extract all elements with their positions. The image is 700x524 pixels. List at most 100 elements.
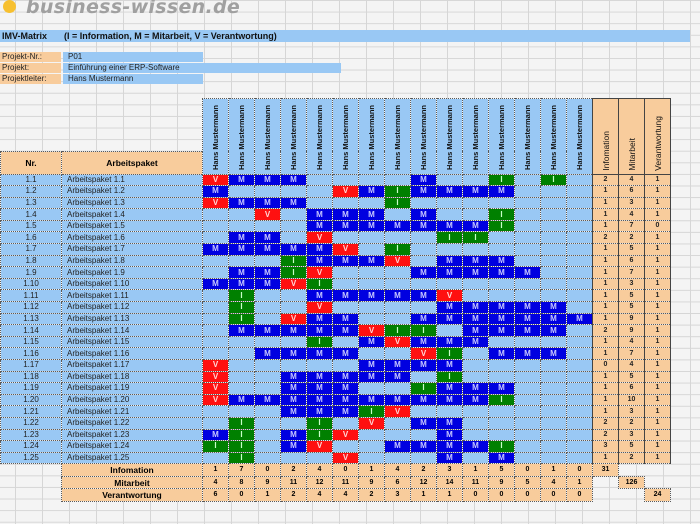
role-cell-empty[interactable] xyxy=(228,359,255,372)
role-cell-empty[interactable] xyxy=(410,405,437,418)
work-package-name[interactable]: Arbeitspaket 1.24 xyxy=(61,440,203,453)
role-cell-empty[interactable] xyxy=(332,416,359,430)
role-cell-empty[interactable] xyxy=(462,173,489,187)
role-cell-empty[interactable] xyxy=(436,208,463,221)
role-cell-empty[interactable] xyxy=(462,370,489,384)
role-cell-empty[interactable] xyxy=(410,451,437,465)
role-cell-empty[interactable] xyxy=(566,382,593,395)
role-cell-empty[interactable] xyxy=(436,277,463,291)
role-cell-empty[interactable] xyxy=(202,405,229,418)
role-cell-m[interactable]: M xyxy=(358,208,385,221)
role-cell-empty[interactable] xyxy=(332,301,359,314)
role-cell-empty[interactable] xyxy=(410,277,437,291)
role-cell-empty[interactable] xyxy=(384,347,411,360)
role-cell-empty[interactable] xyxy=(514,254,541,268)
role-cell-empty[interactable] xyxy=(254,451,281,465)
role-cell-v[interactable]: V xyxy=(254,208,281,221)
role-cell-empty[interactable] xyxy=(254,335,281,349)
role-cell-empty[interactable] xyxy=(566,243,593,256)
role-cell-m[interactable]: M xyxy=(436,428,463,442)
role-cell-m[interactable]: M xyxy=(436,416,463,430)
role-cell-i[interactable]: I xyxy=(228,451,255,465)
role-cell-empty[interactable] xyxy=(254,289,281,303)
role-cell-v[interactable]: V xyxy=(306,301,333,314)
role-cell-m[interactable]: M xyxy=(254,173,281,187)
role-cell-empty[interactable] xyxy=(228,405,255,418)
role-cell-empty[interactable] xyxy=(384,312,411,326)
role-cell-empty[interactable] xyxy=(228,208,255,221)
role-cell-m[interactable]: M xyxy=(462,219,489,233)
role-cell-m[interactable]: M xyxy=(436,312,463,326)
meta-value-field[interactable]: Einführung einer ERP-Software xyxy=(63,63,341,73)
role-cell-empty[interactable] xyxy=(280,451,307,465)
role-cell-empty[interactable] xyxy=(384,277,411,291)
role-cell-m[interactable]: M xyxy=(306,243,333,256)
role-cell-m[interactable]: M xyxy=(384,393,411,407)
role-cell-empty[interactable] xyxy=(488,289,515,303)
role-cell-m[interactable]: M xyxy=(462,312,489,326)
role-cell-empty[interactable] xyxy=(566,185,593,198)
role-cell-empty[interactable] xyxy=(462,277,489,291)
role-cell-empty[interactable] xyxy=(410,301,437,314)
role-cell-empty[interactable] xyxy=(436,405,463,418)
role-cell-empty[interactable] xyxy=(202,335,229,349)
person-header[interactable]: Hans Mustermann xyxy=(384,98,411,175)
role-cell-empty[interactable] xyxy=(306,451,333,465)
role-cell-m[interactable]: M xyxy=(306,393,333,407)
role-cell-m[interactable]: M xyxy=(202,277,229,291)
role-cell-empty[interactable] xyxy=(280,301,307,314)
role-cell-empty[interactable] xyxy=(280,289,307,303)
work-package-name[interactable]: Arbeitspaket 1.18 xyxy=(61,370,203,384)
role-cell-m[interactable]: M xyxy=(254,196,281,210)
role-cell-m[interactable]: M xyxy=(254,277,281,291)
role-cell-m[interactable]: M xyxy=(306,219,333,233)
role-cell-empty[interactable] xyxy=(540,440,567,453)
role-cell-v[interactable]: V xyxy=(280,312,307,326)
role-cell-m[interactable]: M xyxy=(462,324,489,337)
role-cell-empty[interactable] xyxy=(332,359,359,372)
role-cell-m[interactable]: M xyxy=(332,382,359,395)
role-cell-m[interactable]: M xyxy=(384,289,411,303)
role-cell-empty[interactable] xyxy=(566,301,593,314)
role-cell-m[interactable]: M xyxy=(462,266,489,279)
role-cell-i[interactable]: I xyxy=(462,231,489,245)
role-cell-m[interactable]: M xyxy=(488,347,515,360)
role-cell-empty[interactable] xyxy=(254,440,281,453)
person-header[interactable]: Hans Mustermann xyxy=(254,98,281,175)
role-cell-m[interactable]: M xyxy=(358,219,385,233)
role-cell-empty[interactable] xyxy=(228,335,255,349)
role-cell-m[interactable]: M xyxy=(410,359,437,372)
role-cell-i[interactable]: I xyxy=(436,370,463,384)
role-cell-empty[interactable] xyxy=(202,219,229,233)
role-cell-m[interactable]: M xyxy=(410,289,437,303)
role-cell-i[interactable]: I xyxy=(436,231,463,245)
role-cell-i[interactable]: I xyxy=(540,173,567,187)
role-cell-empty[interactable] xyxy=(384,266,411,279)
role-cell-empty[interactable] xyxy=(540,289,567,303)
role-cell-empty[interactable] xyxy=(514,185,541,198)
role-cell-empty[interactable] xyxy=(566,393,593,407)
role-cell-m[interactable]: M xyxy=(306,382,333,395)
role-cell-m[interactable]: M xyxy=(254,324,281,337)
role-cell-empty[interactable] xyxy=(488,428,515,442)
role-cell-m[interactable]: M xyxy=(332,347,359,360)
person-header[interactable]: Hans Mustermann xyxy=(410,98,437,175)
role-cell-i[interactable]: I xyxy=(228,440,255,453)
role-cell-empty[interactable] xyxy=(280,231,307,245)
role-cell-empty[interactable] xyxy=(514,289,541,303)
role-cell-v[interactable]: V xyxy=(306,266,333,279)
role-cell-empty[interactable] xyxy=(540,393,567,407)
role-cell-v[interactable]: V xyxy=(202,393,229,407)
role-cell-m[interactable]: M xyxy=(514,347,541,360)
role-cell-empty[interactable] xyxy=(410,370,437,384)
role-cell-empty[interactable] xyxy=(566,219,593,233)
role-cell-empty[interactable] xyxy=(306,185,333,198)
role-cell-v[interactable]: V xyxy=(332,451,359,465)
work-package-name[interactable]: Arbeitspaket 1.9 xyxy=(61,266,203,279)
role-cell-empty[interactable] xyxy=(228,347,255,360)
role-cell-empty[interactable] xyxy=(202,312,229,326)
role-cell-m[interactable]: M xyxy=(384,440,411,453)
role-cell-empty[interactable] xyxy=(384,208,411,221)
role-cell-v[interactable]: V xyxy=(332,243,359,256)
role-cell-empty[interactable] xyxy=(254,301,281,314)
